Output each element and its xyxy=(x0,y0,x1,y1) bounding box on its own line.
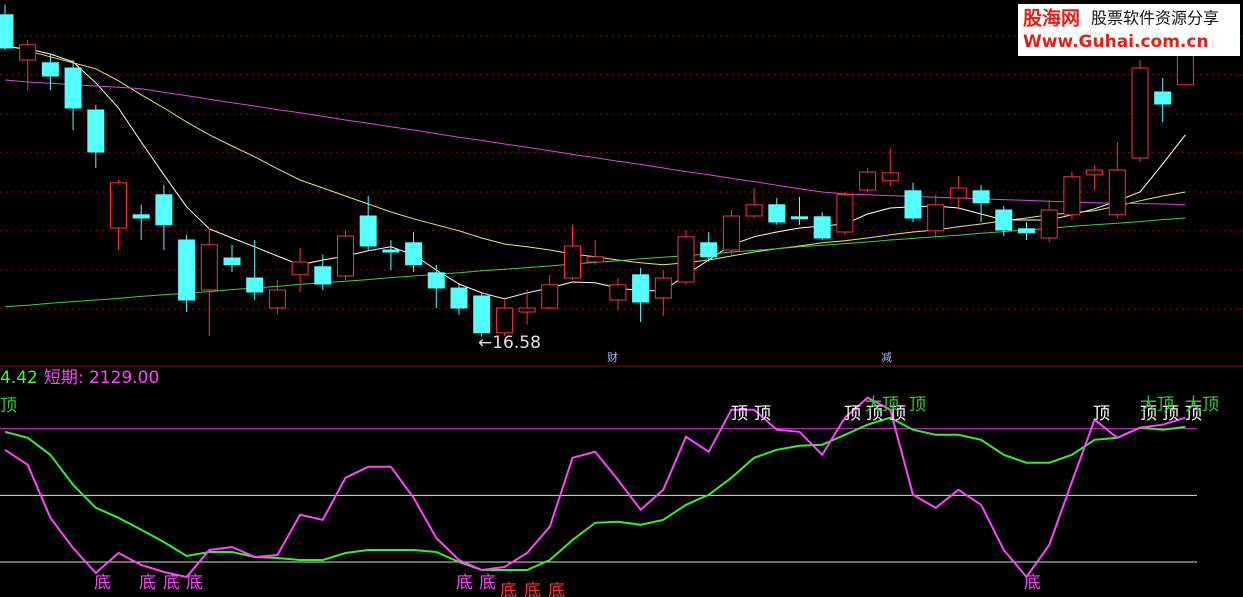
candle-body xyxy=(1018,228,1035,234)
panel-header: 短期: 2129.00 xyxy=(44,368,159,388)
annotation: 顶 xyxy=(1140,404,1157,424)
annotation: 顶 xyxy=(0,396,17,416)
candle-body xyxy=(450,287,468,309)
annotation: 底 xyxy=(548,581,565,597)
candle-body xyxy=(314,266,332,285)
annotation: 顶 xyxy=(1093,404,1110,424)
logo: 股海网 股票软件资源分享 Www.Guhai.com.cn xyxy=(1018,4,1240,56)
candle-body xyxy=(677,236,695,283)
annotation: 顶 xyxy=(754,404,771,424)
annotation: 顶 xyxy=(731,404,748,424)
annotation: 顶 xyxy=(1162,404,1179,424)
candle-body xyxy=(41,62,59,77)
candle-body xyxy=(87,109,105,153)
annotation: 底 xyxy=(500,581,517,597)
annotation: 顶 xyxy=(909,395,926,415)
panel-header: 4.42 xyxy=(0,368,38,388)
candle-body xyxy=(768,204,786,223)
annotation: 财 xyxy=(607,350,618,364)
annotation: 底 xyxy=(139,573,156,593)
candle-body xyxy=(904,190,922,219)
candle-body xyxy=(1063,176,1081,216)
candle-body xyxy=(745,204,763,217)
candle-body xyxy=(1154,91,1172,105)
candle-body xyxy=(178,239,196,301)
candle-body xyxy=(881,172,899,182)
candle-body xyxy=(654,277,672,299)
candle-body xyxy=(155,194,173,226)
candle-body xyxy=(382,249,400,253)
candle-body xyxy=(473,295,491,334)
candle-body xyxy=(405,242,423,266)
candle-body xyxy=(0,14,14,49)
candle-body xyxy=(495,307,513,334)
candle-body xyxy=(722,215,740,251)
annotation: 大顶 xyxy=(865,395,899,415)
indicator-line xyxy=(4,416,1186,571)
candle-body xyxy=(132,214,150,219)
logo-url: Www.Guhai.com.cn xyxy=(1023,32,1209,52)
logo-subtitle: 股票软件资源分享 xyxy=(1091,9,1219,28)
candle-body xyxy=(1086,169,1104,176)
annotation: 底 xyxy=(524,581,541,597)
annotation: 底 xyxy=(1024,573,1041,593)
annotation: 底 xyxy=(456,573,473,593)
candle-body xyxy=(19,44,37,61)
candle-body xyxy=(791,216,808,220)
candle-body xyxy=(268,289,286,309)
moving-average-line xyxy=(4,44,1186,266)
candle-body xyxy=(1108,169,1126,216)
annotation: ←16.58 xyxy=(478,333,541,353)
logo-box xyxy=(1018,4,1240,56)
annotation: 底 xyxy=(94,573,111,593)
candle-body xyxy=(859,171,877,191)
candle-body xyxy=(246,277,264,293)
annotation: 顶 xyxy=(889,404,906,424)
candle-body xyxy=(1131,67,1149,159)
candle-body xyxy=(836,194,854,233)
annotation: 顶 xyxy=(866,404,883,424)
candle-body xyxy=(632,274,650,303)
candle-body xyxy=(1176,54,1194,86)
candle-body xyxy=(1040,209,1058,239)
candle-body xyxy=(223,257,241,266)
annotation: 顶 xyxy=(844,404,861,424)
annotation: 底 xyxy=(186,573,203,593)
moving-average-line xyxy=(4,79,1186,206)
candle-body xyxy=(541,284,559,309)
moving-average-line xyxy=(4,46,1186,300)
candle-body xyxy=(518,307,536,313)
candle-body xyxy=(291,261,309,276)
annotation: 底 xyxy=(163,573,180,593)
candle-body xyxy=(972,190,990,204)
annotation: 顶 xyxy=(1185,404,1202,424)
annotation: 大顶 xyxy=(1185,395,1219,415)
annotation: 底 xyxy=(479,573,496,593)
annotation: 减 xyxy=(881,351,892,364)
candle-body xyxy=(427,272,445,289)
candle-body xyxy=(949,187,967,199)
candle-body xyxy=(586,256,604,263)
candle-body xyxy=(64,67,82,109)
candle-body xyxy=(200,244,218,291)
logo-title: 股海网 xyxy=(1023,7,1080,30)
candle-body xyxy=(700,242,718,258)
candle-body xyxy=(927,204,945,232)
candle-body xyxy=(995,209,1013,231)
candle-body xyxy=(359,215,377,247)
candle-body xyxy=(337,235,354,277)
candle-body xyxy=(110,182,127,229)
annotation: 大顶 xyxy=(1140,395,1174,415)
indicator-line xyxy=(4,396,1186,579)
candle-body xyxy=(564,245,581,279)
candle-body xyxy=(813,216,831,239)
candle-body xyxy=(609,284,627,301)
